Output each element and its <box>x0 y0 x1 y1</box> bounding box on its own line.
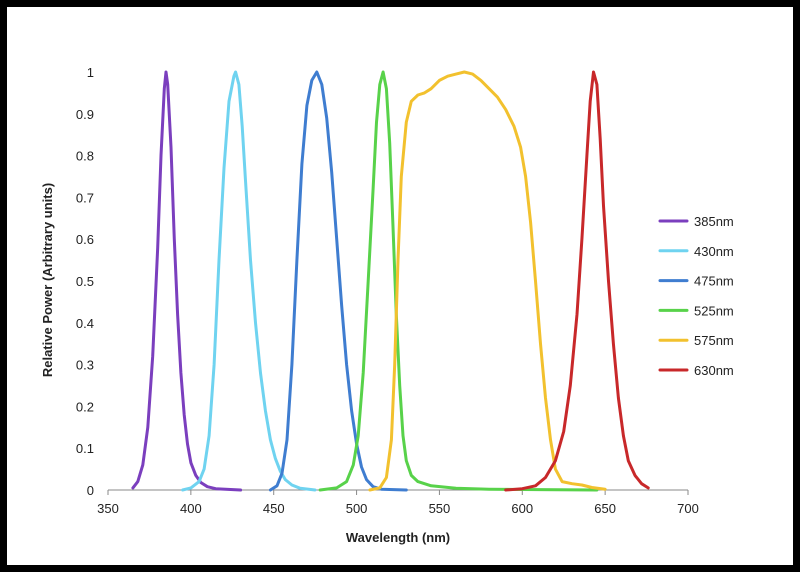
x-tick-label: 550 <box>429 501 451 516</box>
y-tick-label: 0.2 <box>76 399 94 414</box>
series-line-525nm <box>318 70 599 492</box>
series-line-575nm <box>368 70 607 492</box>
x-tick-label: 500 <box>346 501 368 516</box>
series-line-630nm <box>504 70 650 492</box>
legend-label-630nm: 630nm <box>694 363 734 378</box>
y-tick-label: 0.9 <box>76 107 94 122</box>
x-tick-label: 600 <box>511 501 533 516</box>
x-tick-label: 450 <box>263 501 285 516</box>
legend-label-575nm: 575nm <box>694 333 734 348</box>
legend-label-430nm: 430nm <box>694 244 734 259</box>
x-tick-label: 400 <box>180 501 202 516</box>
x-tick-label: 350 <box>97 501 119 516</box>
legend-label-525nm: 525nm <box>694 303 734 318</box>
legend-label-475nm: 475nm <box>694 274 734 289</box>
y-tick-label: 0.8 <box>76 149 94 164</box>
x-axis-title: Wavelength (nm) <box>346 530 450 545</box>
series-line-385nm <box>131 70 243 492</box>
y-tick-label: 0.4 <box>76 316 94 331</box>
x-tick-label: 700 <box>677 501 699 516</box>
y-axis-title: Relative Power (Arbitrary units) <box>40 183 55 377</box>
y-tick-label: 0.5 <box>76 274 94 289</box>
y-tick-label: 0 <box>87 483 94 498</box>
series-line-475nm <box>268 70 408 492</box>
y-tick-label: 0.1 <box>76 441 94 456</box>
y-tick-label: 0.7 <box>76 190 94 205</box>
y-tick-label: 0.3 <box>76 358 94 373</box>
y-tick-label: 1 <box>87 65 94 80</box>
x-tick-label: 650 <box>594 501 616 516</box>
series-line-430nm <box>181 70 317 492</box>
legend-label-385nm: 385nm <box>694 214 734 229</box>
y-tick-label: 0.6 <box>76 232 94 247</box>
